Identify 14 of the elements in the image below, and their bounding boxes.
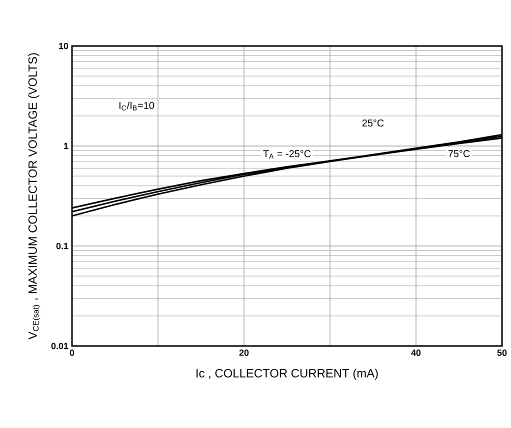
y-tick-label: 0.1: [56, 242, 68, 250]
text: 25°C: [362, 119, 384, 127]
annotation: I$_{C}$/I$_{B}$=10: [119, 102, 154, 110]
x-tick-label: 40: [411, 350, 421, 356]
x-tick-label: 20: [239, 350, 249, 356]
series-label: 75°C: [448, 150, 470, 158]
series-label: T$_{A}$ = -25°C: [263, 150, 311, 159]
y-axis-title: V$_{CE(sat)}$ , MAXIMUM COLLECTOR VOLTAGE (VOLTS): [28, 53, 40, 340]
y-tick-label: 10: [59, 42, 68, 50]
x-axis-title: Ic , COLLECTOR CURRENT (mA): [196, 368, 378, 380]
y-tick-label: 1: [64, 142, 68, 150]
y-tick-label: 0.01: [51, 342, 68, 350]
x-tick-label: 50: [497, 350, 507, 356]
x-tick-label: 0: [70, 350, 74, 356]
